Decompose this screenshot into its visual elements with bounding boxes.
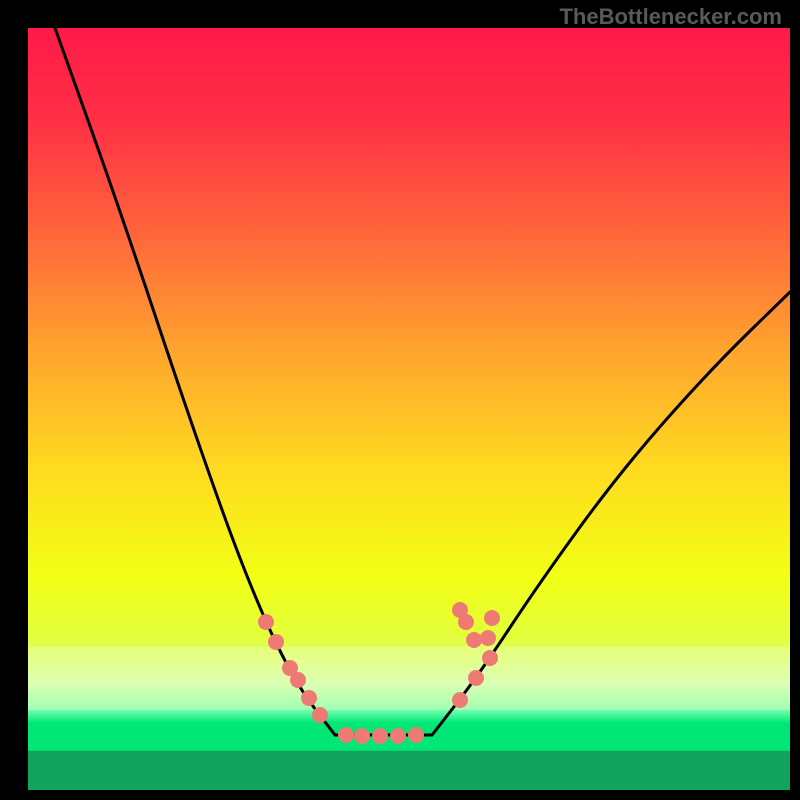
data-marker	[480, 630, 496, 646]
data-marker	[482, 650, 498, 666]
chart-container: TheBottlenecker.com	[0, 0, 800, 800]
bottleneck-curve	[55, 28, 790, 735]
data-marker	[312, 707, 328, 723]
data-marker	[258, 614, 274, 630]
watermark-text: TheBottlenecker.com	[559, 4, 782, 30]
data-marker	[452, 692, 468, 708]
data-marker	[468, 670, 484, 686]
data-marker	[338, 727, 354, 743]
data-marker	[301, 690, 317, 706]
data-marker	[390, 728, 406, 744]
data-marker	[290, 672, 306, 688]
data-marker	[372, 728, 388, 744]
chart-svg	[0, 0, 800, 800]
data-marker	[466, 632, 482, 648]
data-marker	[268, 634, 284, 650]
data-marker	[354, 728, 370, 744]
data-marker	[484, 610, 500, 626]
data-marker	[408, 727, 424, 743]
data-marker	[452, 602, 468, 618]
pale-band	[28, 647, 790, 710]
